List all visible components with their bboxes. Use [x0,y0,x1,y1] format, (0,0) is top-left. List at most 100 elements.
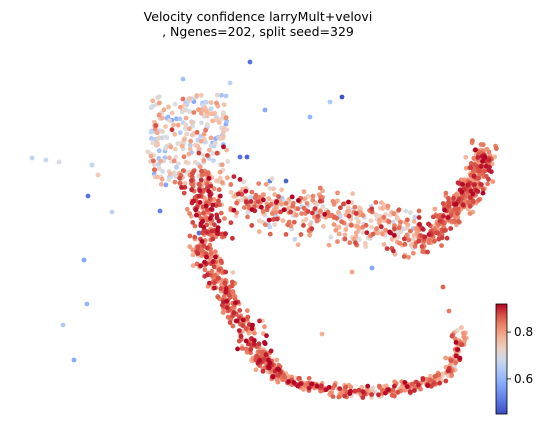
point-outlier [109,209,115,215]
point-upper-left-arm [151,158,156,164]
point-outlier [244,154,250,160]
point-right-arch [472,182,477,187]
point-descending-stem [233,300,238,306]
point-upper-left-arm [187,146,193,152]
point-horizontal-band [332,214,338,220]
point-descending-stem [235,346,241,352]
point-upper-left-arm [177,130,183,136]
point-central-crossing [201,224,207,230]
point-bottom-bowl [348,384,354,390]
point-descending-stem [253,367,259,373]
point-upper-left-arm [201,158,207,163]
point-right-arch [452,206,458,212]
chart-title-line: , Ngenes=202, split seed=329 [162,24,354,39]
point-horizontal-band [379,200,384,206]
point-horizontal-band [416,208,422,214]
point-upper-left-arm [181,108,187,113]
point-bottom-bowl [347,391,353,396]
point-upper-left-arm [156,148,162,154]
point-horizontal-band [342,232,348,238]
point-bottom-bowl [459,325,464,330]
point-descending-stem [198,263,204,269]
point-horizontal-band [348,222,354,228]
point-horizontal-band [381,214,387,220]
point-descending-stem [215,294,221,300]
point-bottom-bowl [452,336,458,342]
point-descending-stem [212,280,217,286]
point-bottom-bowl [402,380,408,385]
point-upper-left-arm [163,145,168,151]
point-upper-left-arm [187,109,193,114]
point-horizontal-band [402,241,408,247]
point-right-arch [467,211,473,217]
point-horizontal-band [392,223,397,229]
point-bottom-bowl [453,340,459,345]
point-descending-stem [204,245,210,251]
point-central-crossing [177,175,183,181]
point-central-crossing [223,231,228,237]
point-upper-left-arm [158,181,164,187]
point-right-arch [476,175,482,181]
point-descending-stem [208,251,214,256]
point-descending-stem [194,261,200,267]
point-upper-left-arm [208,143,214,149]
point-horizontal-band [279,201,284,207]
point-central-crossing [181,190,187,196]
point-bottom-bowl [369,392,374,397]
point-horizontal-band [368,218,374,224]
point-central-crossing [201,210,206,216]
point-descending-stem [201,243,207,248]
point-right-arch [451,195,456,201]
point-outlier [89,162,95,168]
point-right-arch [483,163,489,169]
point-horizontal-band [383,227,389,233]
point-descending-stem [268,348,274,354]
point-horizontal-band [271,216,277,222]
point-horizontal-band [276,194,281,200]
point-right-arch [425,249,430,255]
point-horizontal-band [242,205,247,211]
point-central-crossing [216,198,221,204]
point-outlier [60,322,66,328]
point-outlier [29,155,35,161]
point-bottom-bowl [306,385,312,391]
point-descending-stem [264,333,269,339]
point-upper-left-arm [207,147,212,153]
point-horizontal-band [302,196,307,202]
point-right-arch [482,168,487,174]
point-right-arch [486,157,492,163]
point-descending-stem [245,314,251,320]
point-upper-left-arm [198,110,204,116]
point-bottom-bowl [386,387,391,392]
point-central-crossing [196,193,202,199]
point-bottom-bowl [270,374,276,380]
point-central-crossing [190,198,196,204]
point-horizontal-band [236,191,241,197]
point-horizontal-band [272,222,278,228]
point-descending-stem [244,308,250,313]
point-descending-stem [192,234,198,240]
point-central-crossing [206,188,212,194]
point-horizontal-band [228,189,234,195]
point-upper-left-arm [161,107,167,113]
point-bottom-bowl [443,355,448,361]
point-bottom-bowl [443,378,449,384]
point-horizontal-band [390,219,396,225]
point-horizontal-band [363,222,369,228]
point-upper-left-arm [171,158,177,164]
point-upper-left-arm [167,118,173,123]
point-bottom-bowl [453,360,458,366]
point-outlier [223,93,229,99]
point-horizontal-band [381,242,387,247]
point-outlier [71,357,77,363]
point-upper-left-arm [182,180,188,186]
point-horizontal-band [231,174,237,180]
point-upper-left-arm [217,175,223,181]
point-descending-stem [236,338,242,344]
point-horizontal-band [305,209,311,214]
point-horizontal-band [394,215,400,220]
point-central-crossing [206,175,212,181]
point-horizontal-band [405,217,410,223]
point-descending-stem [213,254,218,260]
